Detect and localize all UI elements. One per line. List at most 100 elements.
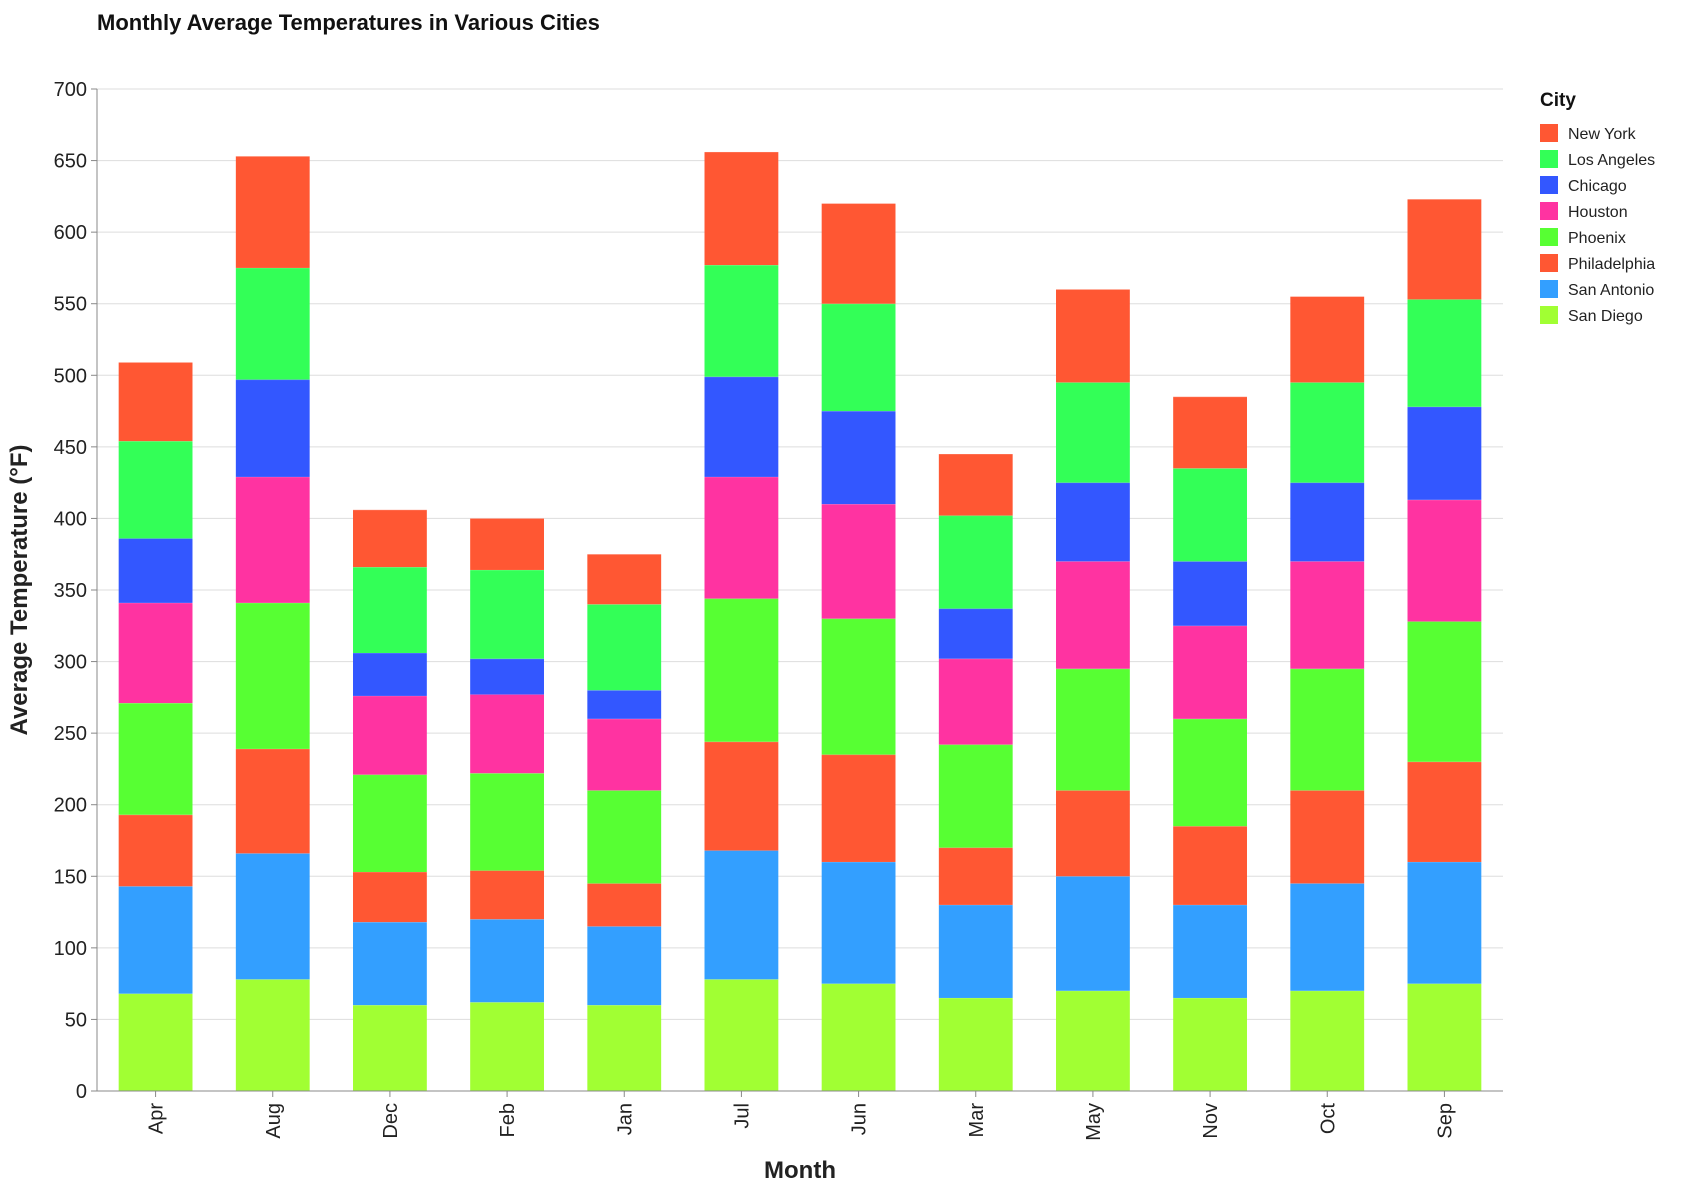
bar-chicago-dec [353,652,427,696]
bar-los-angeles-jul [704,265,779,377]
legend-swatch-los-angeles [1540,150,1558,168]
bar-san-antonio-aug [235,853,310,980]
bar-chicago-oct [1290,482,1365,562]
bar-houston-nov [1173,625,1247,719]
bar-san-diego-mar [938,997,1013,1091]
bar-philadelphia-jun [821,754,896,862]
bar-chicago-sep [1407,406,1482,500]
bar-houston-oct [1290,561,1365,669]
bar-philadelphia-jul [704,741,779,851]
bar-phoenix-may [1056,668,1130,791]
legend-swatch-houston [1540,202,1558,220]
bar-new-york-nov [1173,396,1247,469]
legend-title: City [1540,90,1576,111]
y-tick-label: 150 [54,866,87,888]
bar-chicago-mar [938,608,1013,659]
bar-phoenix-jun [821,618,896,755]
bar-san-diego-jan [587,1005,662,1091]
x-tick-label: Jul [731,1103,753,1129]
legend-swatch-chicago [1540,176,1558,194]
bar-philadelphia-apr [118,814,193,887]
bar-phoenix-jan [587,790,662,884]
bar-los-angeles-mar [938,515,1013,609]
bar-new-york-sep [1407,199,1482,300]
gridlines [97,88,1503,1092]
bar-los-angeles-feb [470,569,544,659]
bar-new-york-jul [704,151,779,266]
bar-new-york-jun [821,203,896,304]
bar-houston-mar [938,658,1013,745]
bar-san-diego-aug [235,979,310,1091]
bar-chicago-aug [235,379,310,477]
y-tick-label: 300 [54,652,87,674]
bar-new-york-dec [353,509,427,568]
legend-label: Philadelphia [1568,256,1655,273]
bar-houston-feb [470,694,544,774]
y-tick-label: 350 [54,580,87,602]
bar-houston-aug [235,476,310,603]
legend-swatch-phoenix [1540,228,1558,246]
bar-san-antonio-oct [1290,883,1365,991]
legend-swatch-philadelphia [1540,254,1558,272]
y-tick-label: 550 [54,294,87,316]
x-tick-label: Aug [263,1103,285,1139]
bar-chicago-feb [470,658,544,695]
bar-los-angeles-sep [1407,299,1482,407]
bar-houston-jan [587,718,662,791]
bar-san-antonio-sep [1407,861,1482,984]
bar-los-angeles-nov [1173,468,1247,562]
x-tick-label: Dec [380,1103,402,1139]
bar-san-antonio-apr [118,886,193,994]
bar-new-york-feb [470,518,544,570]
bar-new-york-mar [938,454,1013,516]
y-tick-label: 400 [54,508,87,530]
bar-phoenix-oct [1290,668,1365,791]
bar-san-diego-oct [1290,990,1365,1091]
legend-label: San Diego [1568,308,1643,325]
legend-label: Houston [1568,204,1628,221]
y-axis-title: Average Temperature (°F) [6,444,33,735]
bar-chicago-jan [587,690,662,719]
bar-phoenix-aug [235,602,310,749]
bar-los-angeles-jun [821,303,896,412]
bar-san-diego-nov [1173,997,1247,1091]
legend-swatch-san-antonio [1540,280,1558,298]
legend-label: Phoenix [1568,230,1626,247]
x-axis-title: Month [764,1157,836,1184]
y-tick-label: 500 [54,365,87,387]
bar-san-diego-dec [353,1005,427,1091]
legend-label: Chicago [1568,178,1627,195]
bar-houston-jun [821,504,896,619]
bar-chicago-apr [118,538,193,603]
bar-san-diego-jun [821,983,896,1091]
x-tick-label: Sep [1434,1103,1456,1139]
bar-philadelphia-jan [587,883,662,927]
bar-houston-may [1056,561,1130,669]
bar-los-angeles-dec [353,567,427,653]
legend-label: Los Angeles [1568,152,1655,169]
bars [118,151,1482,1091]
x-tick-label: Nov [1200,1103,1222,1139]
bar-new-york-jan [587,554,662,605]
y-tick-label: 600 [54,222,87,244]
bar-san-antonio-mar [938,904,1013,998]
y-tick-label: 200 [54,795,87,817]
legend-swatch-san-diego [1540,306,1558,324]
bar-phoenix-nov [1173,718,1247,827]
bar-philadelphia-mar [938,847,1013,905]
y-tick-label: 100 [54,938,87,960]
x-tick-label: Apr [146,1103,168,1134]
bar-san-antonio-jun [821,861,896,984]
bar-san-diego-jul [704,979,779,1091]
chart-title: Monthly Average Temperatures in Various … [97,10,600,35]
legend-label: San Antonio [1568,282,1654,299]
x-tick-label: Oct [1317,1103,1339,1135]
x-tick-label: May [1083,1103,1105,1141]
bar-san-antonio-feb [470,919,544,1003]
bar-philadelphia-may [1056,790,1130,877]
bar-phoenix-mar [938,744,1013,848]
bar-san-diego-sep [1407,983,1482,1091]
axes: 0 50 100 150 200 250 300 350 400 450 500 550 600 650 7… [54,79,1503,1141]
